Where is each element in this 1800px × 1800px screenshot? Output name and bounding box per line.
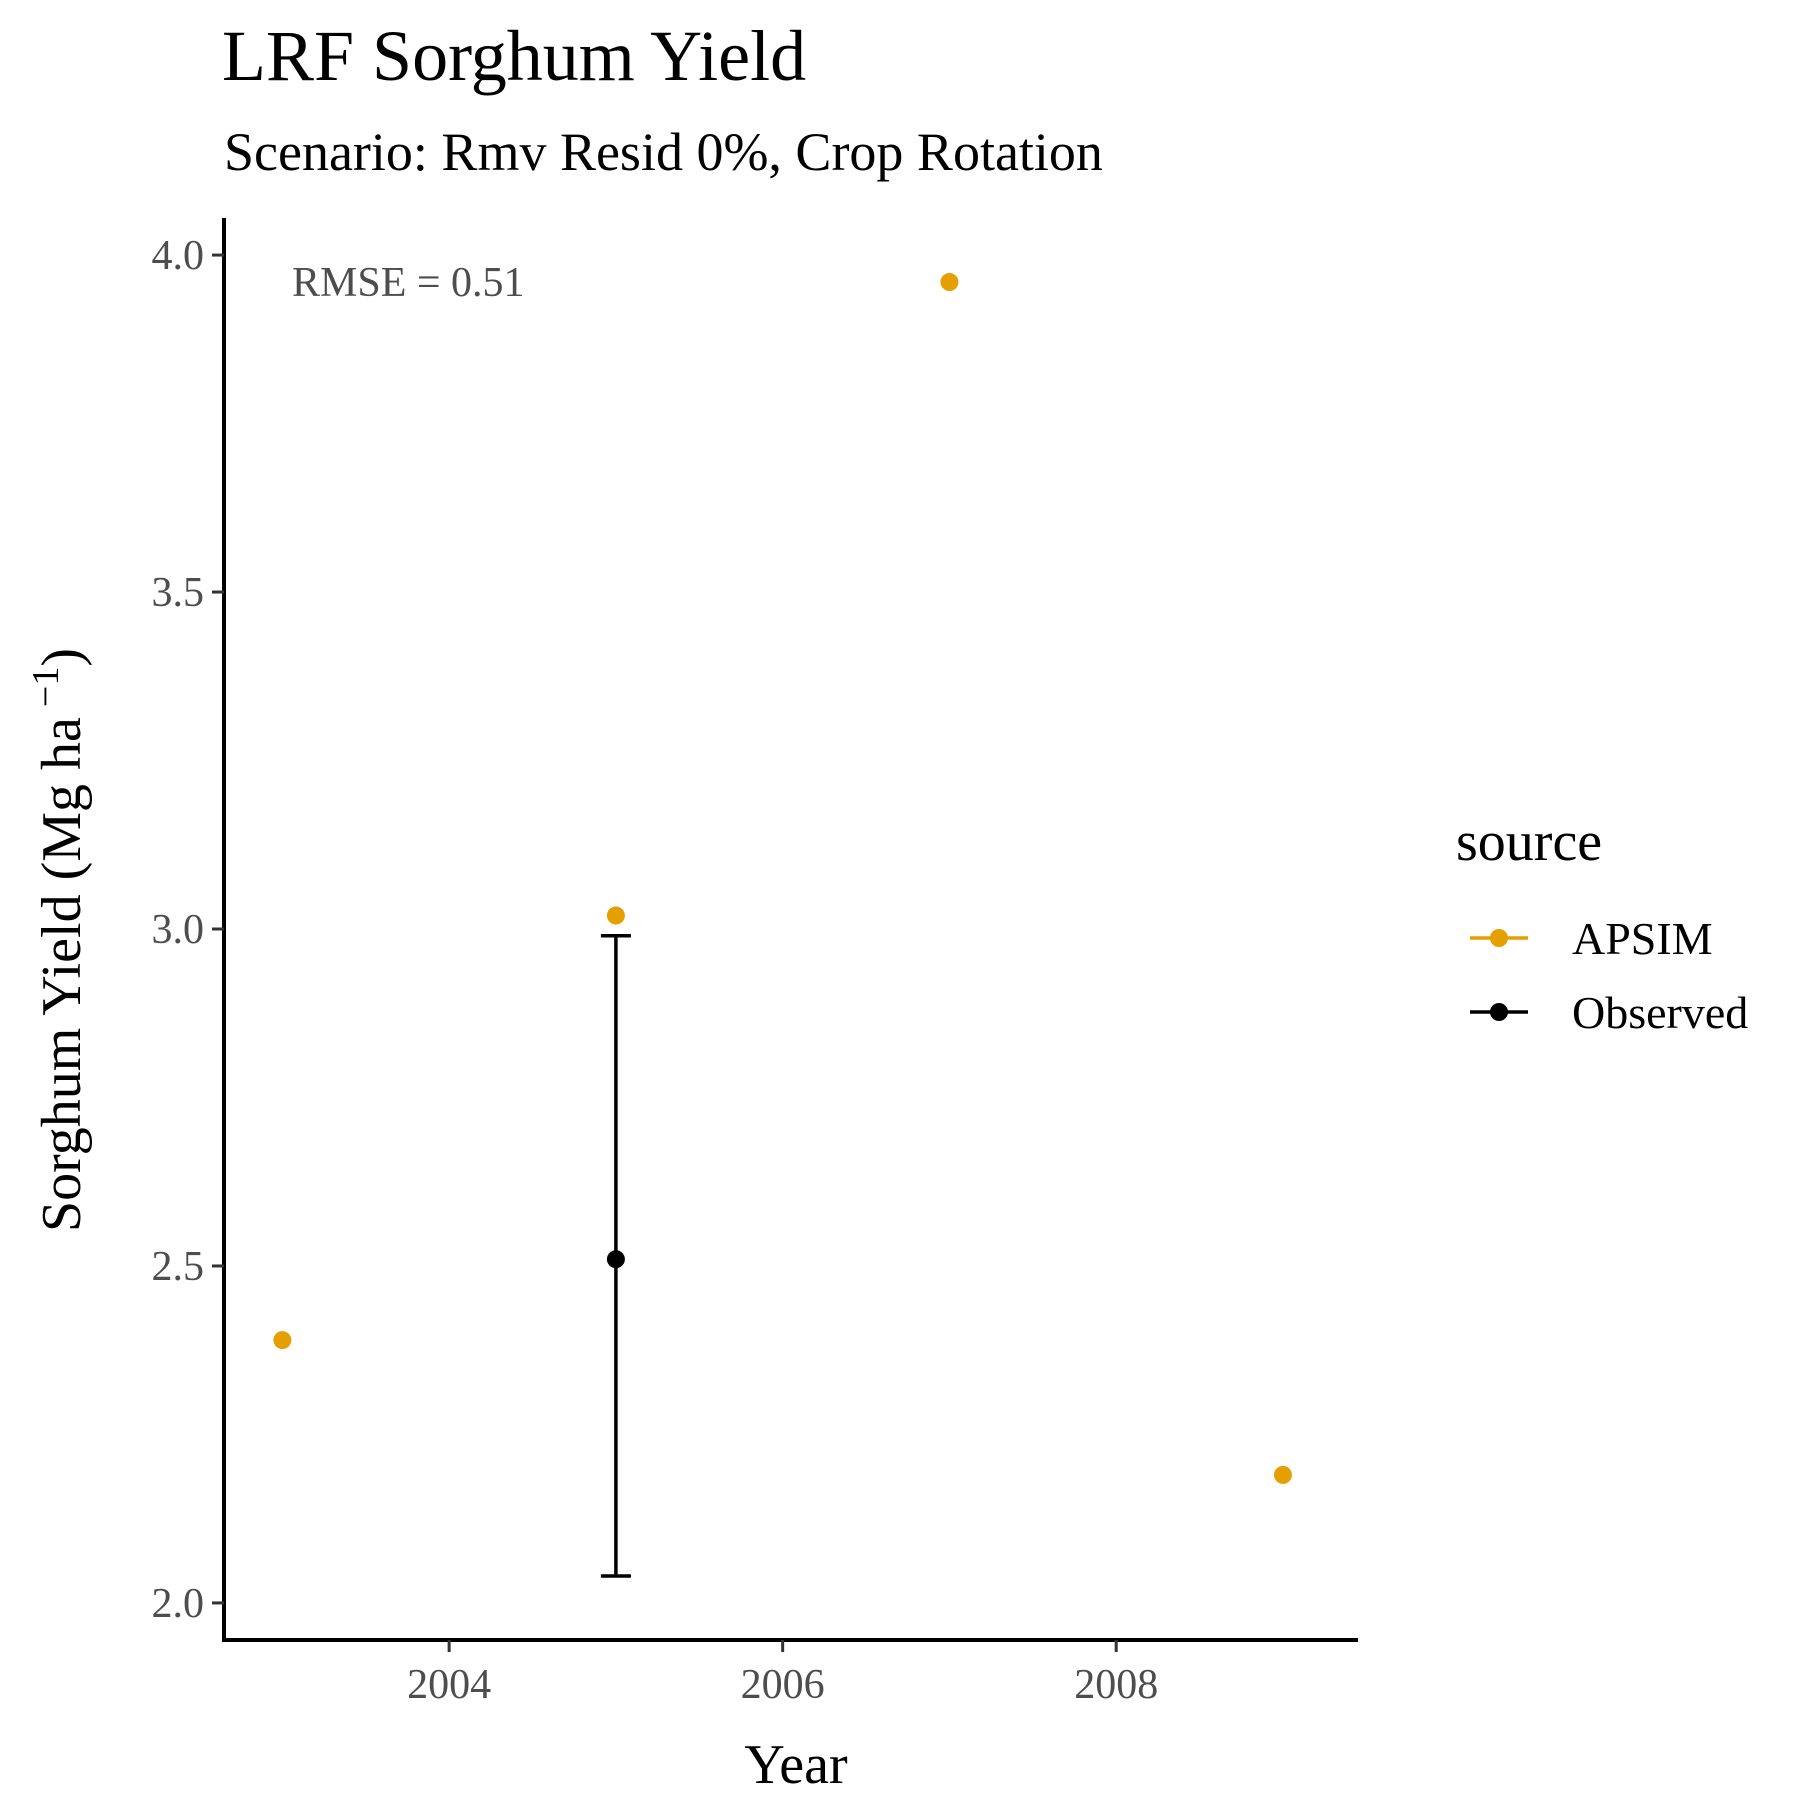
x-tick-label: 2006	[741, 1662, 825, 1708]
y-axis-title-superscript: −1	[25, 667, 67, 707]
chart-title: LRF Sorghum Yield	[222, 16, 806, 96]
legend-label-apsim: APSIM	[1572, 913, 1713, 964]
legend-key-point-apsim	[1490, 929, 1508, 947]
legend-title: source	[1456, 811, 1602, 873]
apsim-point	[273, 1331, 292, 1350]
x-tick-label: 2008	[1074, 1662, 1158, 1708]
y-axis-title: Sorghum Yield (Mg ha −1)	[25, 648, 93, 1232]
observed-point	[606, 1250, 625, 1269]
x-tick-label: 2004	[407, 1662, 491, 1708]
rmse-annotation: RMSE = 0.51	[292, 260, 525, 306]
chart-subtitle: Scenario: Rmv Resid 0%, Crop Rotation	[224, 122, 1103, 182]
x-axis-title: Year	[744, 1734, 848, 1796]
apsim-point	[1273, 1465, 1292, 1484]
legend: source APSIM Observed	[1456, 811, 1748, 1038]
y-tick-label: 3.0	[152, 907, 205, 953]
plot-area: 2.0 2.5 3.0 3.5 4.0 2004 2006 2008	[152, 218, 1358, 1708]
y-axis-title-close: )	[31, 648, 93, 667]
apsim-point	[606, 906, 625, 925]
apsim-point	[940, 273, 959, 292]
y-tick-label: 4.0	[152, 233, 205, 279]
y-tick-label: 2.5	[152, 1244, 205, 1290]
y-tick-label: 3.5	[152, 570, 205, 616]
y-axis-title-main: Sorghum Yield (Mg ha	[31, 717, 93, 1232]
legend-label-observed: Observed	[1572, 987, 1748, 1038]
legend-key-point-observed	[1490, 1003, 1508, 1021]
y-tick-label: 2.0	[152, 1581, 205, 1627]
